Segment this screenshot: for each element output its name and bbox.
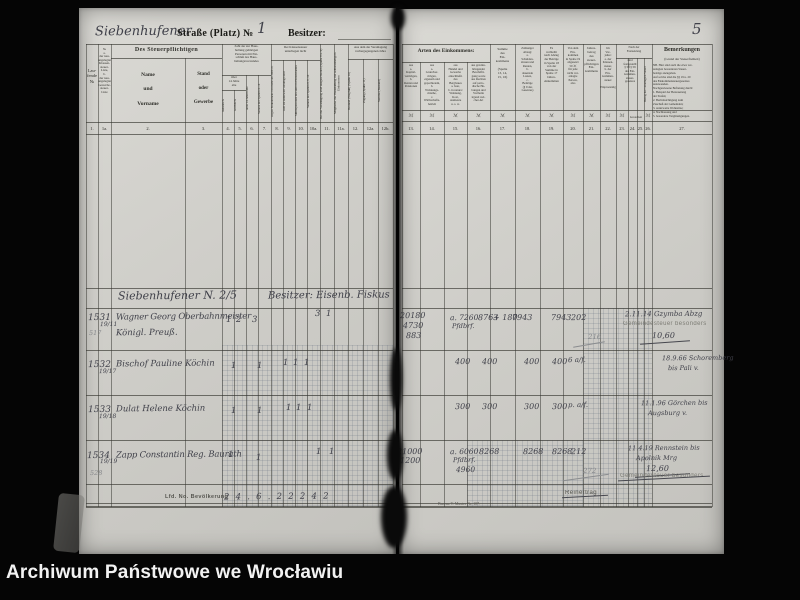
page-right	[399, 9, 724, 554]
archive-caption: Archiwum Państwowe we Wrocławiu	[6, 562, 344, 583]
grid-patch-right-2	[467, 440, 583, 507]
grid-patch-right-1	[583, 308, 652, 507]
grid-patch-left	[222, 345, 393, 507]
page-left	[79, 8, 396, 554]
